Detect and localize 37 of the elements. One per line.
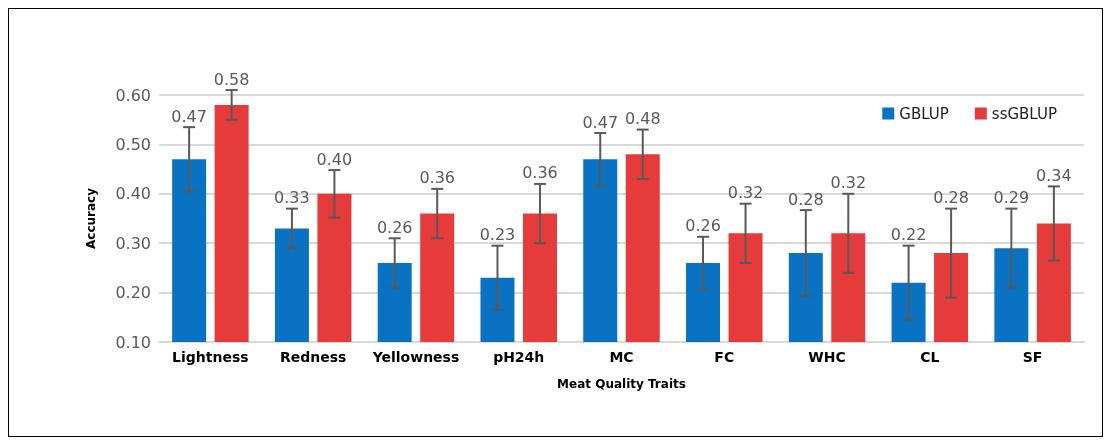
x-tick-label: Redness (279, 349, 347, 365)
data-label: 0.28 (787, 189, 824, 209)
x-tick-label: CL (920, 349, 940, 365)
data-label: 0.32 (727, 183, 764, 203)
y-tick-label: 0.50 (115, 134, 151, 154)
y-tick-label: 0.40 (115, 184, 151, 204)
x-tick-label: SF (1022, 349, 1043, 365)
x-tick-label: pH24h (493, 349, 545, 365)
data-label: 0.36 (419, 168, 456, 188)
y-tick-label: 0.10 (115, 332, 151, 352)
y-tick-label: 0.60 (115, 85, 151, 105)
x-axis-title: Meat Quality Traits (557, 377, 686, 391)
x-tick-label: Lightness (172, 349, 249, 365)
x-tick-label: WHC (808, 349, 846, 365)
data-label: 0.33 (274, 188, 310, 208)
data-label: 0.29 (993, 188, 1030, 208)
data-label: 0.26 (376, 217, 413, 237)
x-tick-label: MC (609, 349, 634, 365)
data-label: 0.34 (1036, 165, 1072, 185)
data-label: 0.32 (830, 173, 867, 193)
legend-label: GBLUP (899, 104, 949, 123)
data-label: 0.58 (213, 69, 250, 89)
y-tick-label: 0.20 (115, 283, 151, 303)
data-label: 0.28 (933, 188, 969, 208)
data-label: 0.23 (479, 225, 516, 245)
data-label: 0.48 (624, 109, 661, 129)
legend-label: ssGBLUP (991, 104, 1058, 123)
x-tick-label: FC (714, 349, 735, 365)
data-label: 0.40 (316, 149, 353, 169)
x-tick-label: Yellowness (371, 349, 460, 365)
data-label: 0.26 (685, 216, 721, 236)
y-axis-title: Accuracy (84, 187, 98, 250)
data-label: 0.47 (171, 106, 207, 126)
y-tick-label: 0.30 (115, 233, 151, 253)
data-label: 0.47 (582, 112, 619, 132)
data-label: 0.36 (522, 163, 558, 183)
data-label: 0.22 (890, 225, 927, 245)
